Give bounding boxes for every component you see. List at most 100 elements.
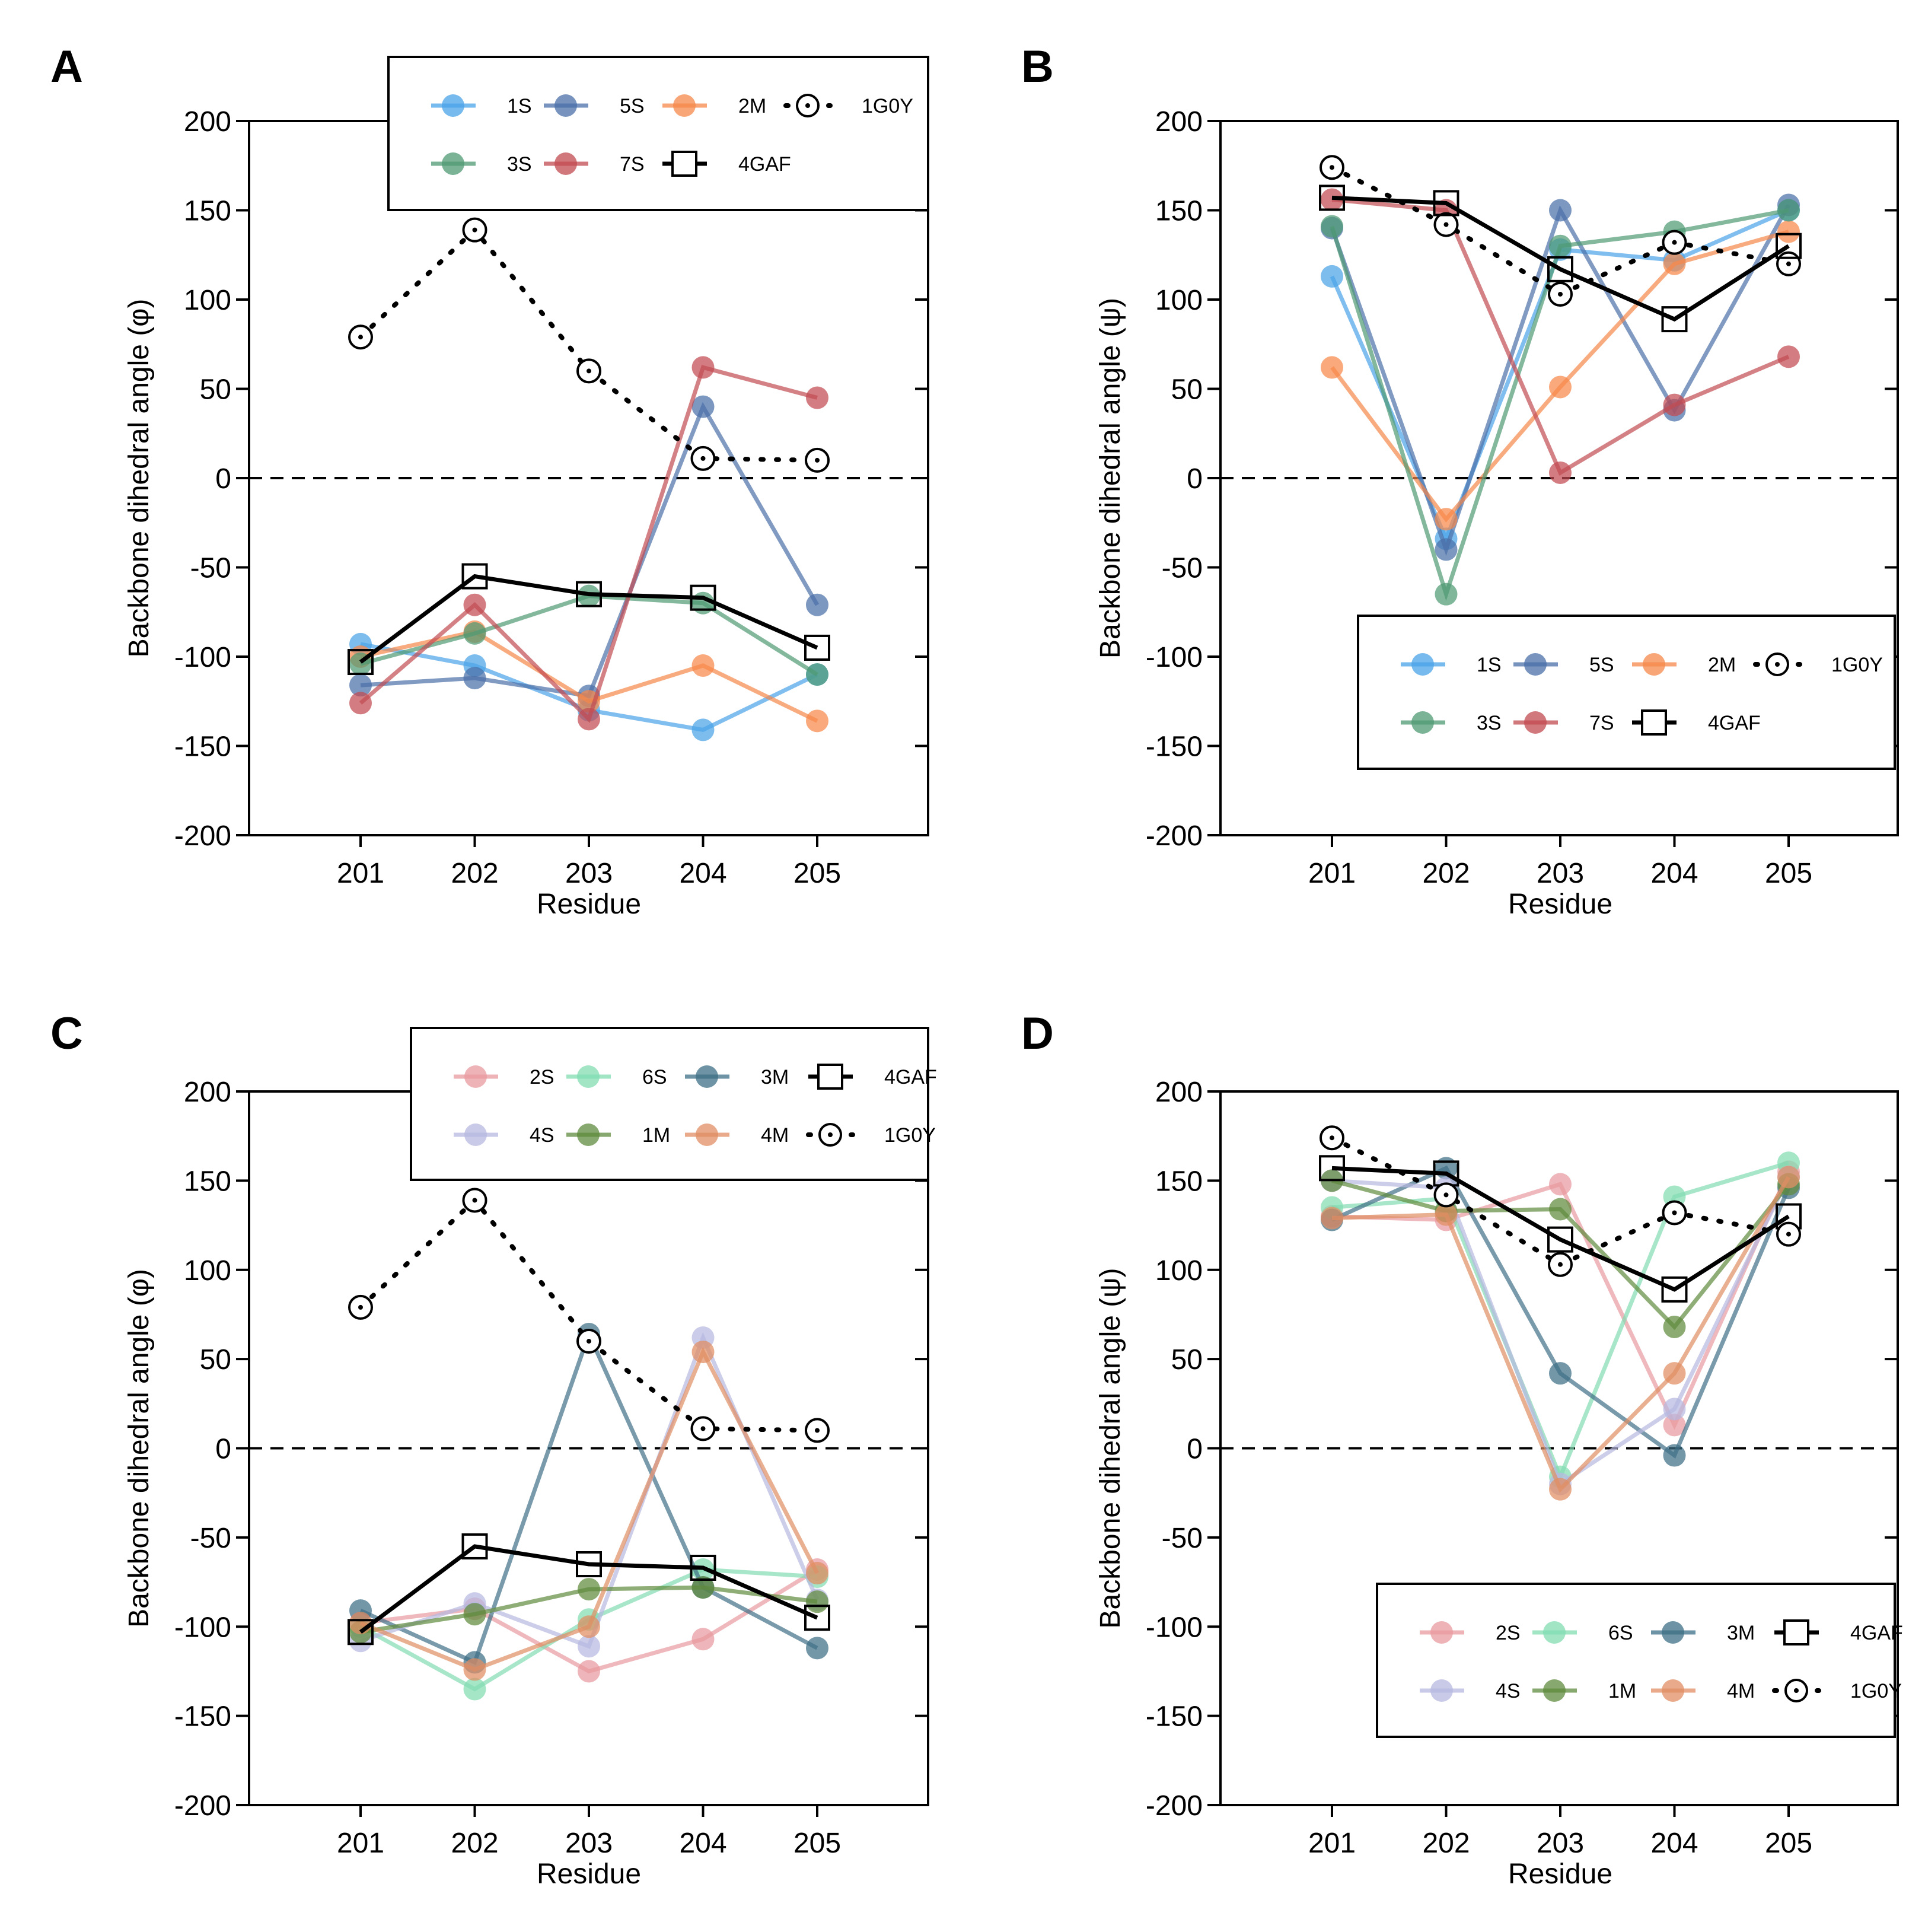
point-4M	[1549, 1478, 1572, 1501]
point-1G0Y-dot	[1558, 291, 1563, 297]
series-line-4GAF	[359, 574, 818, 664]
point-3S	[1435, 583, 1458, 606]
point-4GAF	[1776, 233, 1802, 259]
point-4S	[1663, 1398, 1686, 1421]
point-2S	[1549, 1173, 1572, 1196]
y-tick-label: 200	[1155, 106, 1203, 138]
point-1G0Y-dot	[1443, 222, 1449, 227]
point-4GAF	[576, 1551, 602, 1577]
point-2S	[691, 1628, 715, 1651]
point-4GAF	[1547, 256, 1573, 282]
point-1G0Y-dot	[1330, 1135, 1334, 1141]
point-7S	[806, 386, 828, 409]
legend-marker-4GAF	[1783, 1619, 1809, 1645]
panel-D: D -200 -150 -100 -50 0 50 100 150 200 201 202 203 204…	[1021, 1008, 1903, 1890]
legend-marker-1G0Y-dot	[1794, 1688, 1799, 1693]
point-1G0Y-dot	[1786, 261, 1791, 266]
point-1S	[1321, 265, 1343, 288]
x-tick-label: 201	[337, 1828, 384, 1859]
legend-marker-6S	[577, 1065, 600, 1088]
legend-label-1G0Y: 1G0Y	[1831, 654, 1883, 676]
legend-marker-2M	[1643, 653, 1665, 676]
legend-marker-4M	[696, 1123, 718, 1146]
y-tick-label: -100	[1146, 642, 1203, 673]
legend-marker-1M	[1543, 1679, 1566, 1702]
y-tick-label: -100	[174, 1612, 231, 1643]
series-line-4GAF	[1331, 195, 1790, 322]
y-tick-label: 50	[200, 374, 231, 406]
point-5S	[806, 593, 828, 616]
point-1G0Y-dot	[358, 335, 363, 340]
y-tick-label: 200	[1155, 1077, 1203, 1108]
legend-marker-4GAF	[817, 1064, 843, 1090]
x-tick-label: 202	[1422, 858, 1470, 889]
point-1M	[806, 1590, 828, 1613]
point-4M	[806, 1562, 828, 1585]
legend-label-4GAF: 4GAF	[1708, 712, 1761, 734]
point-1M	[578, 1578, 600, 1601]
series-line-4GAF	[359, 1544, 818, 1634]
panel-letter: B	[1021, 42, 1054, 92]
series-line-1G0Y	[358, 226, 820, 463]
point-1G0Y-dot	[815, 1428, 820, 1433]
legend-label-7S: 7S	[1589, 712, 1614, 734]
y-tick-label: -150	[1146, 1701, 1203, 1733]
y-tick-label: -200	[1146, 1790, 1203, 1822]
point-4GAF	[576, 581, 602, 607]
y-tick-label: -150	[174, 731, 231, 763]
legend-marker-5S	[554, 94, 577, 117]
y-tick-label: 50	[1171, 1344, 1203, 1376]
panel-A: A -200 -150 -100 -50 0 50 100 150 200 201 202 203 204…	[50, 42, 929, 920]
point-4GAF	[1319, 184, 1345, 211]
series-line-1G0Y	[358, 1196, 820, 1433]
legend-marker-3S	[1411, 711, 1434, 734]
y-tick-label: -50	[1162, 553, 1203, 584]
legend-marker-4GAF	[671, 151, 697, 177]
legend-label-1G0Y: 1G0Y	[884, 1124, 936, 1147]
legend-label-1M: 1M	[1608, 1680, 1636, 1702]
x-tick-label: 202	[451, 1828, 498, 1859]
x-tick-label: 202	[451, 858, 498, 889]
point-5S	[349, 674, 372, 697]
y-tick-label: 150	[1155, 196, 1203, 227]
point-1G0Y-dot	[700, 1426, 706, 1431]
y-tick-label: -150	[174, 1701, 231, 1733]
legend-box	[1376, 1583, 1896, 1738]
point-4GAF	[690, 584, 716, 611]
point-5S	[1549, 199, 1572, 222]
legend: 1S 5S 2M 1G0Y 3S 7S 4GAF	[1357, 615, 1896, 770]
point-4GAF	[690, 1555, 716, 1581]
point-6S	[463, 1678, 486, 1701]
series-line-4M	[1331, 1176, 1791, 1493]
point-3M	[806, 1637, 828, 1660]
legend-marker-4GAF	[1641, 709, 1667, 736]
point-7S	[691, 356, 715, 379]
legend-marker-7S	[554, 152, 577, 175]
legend-label-4M: 4M	[1727, 1680, 1755, 1702]
point-7S	[578, 708, 600, 731]
panel-letter: A	[50, 42, 83, 92]
x-axis-title: Residue	[537, 889, 641, 920]
x-tick-label: 201	[1308, 1828, 1356, 1859]
point-4GAF	[1547, 1226, 1573, 1253]
point-1M	[1549, 1198, 1572, 1221]
point-4GAF	[461, 563, 488, 590]
y-axis-title: Backbone dihedral angle (φ)	[123, 299, 155, 658]
point-4GAF	[1661, 1276, 1688, 1303]
legend-label-6S: 6S	[1608, 1622, 1633, 1644]
legend-marker-1S	[1411, 653, 1434, 676]
x-tick-label: 203	[565, 858, 613, 889]
point-5S	[463, 667, 486, 690]
point-1G0Y-dot	[587, 368, 591, 374]
point-1M	[463, 1603, 486, 1626]
legend-label-1S: 1S	[507, 95, 532, 117]
point-5S	[1435, 538, 1458, 561]
point-3S	[1321, 215, 1343, 238]
point-7S	[463, 593, 486, 616]
point-4S	[578, 1635, 600, 1658]
legend-box	[410, 1027, 929, 1181]
legend-label-4M: 4M	[761, 1124, 789, 1147]
legend-marker-7S	[1524, 711, 1547, 734]
point-1G0Y-dot	[1558, 1262, 1563, 1267]
point-4M	[691, 1341, 715, 1364]
